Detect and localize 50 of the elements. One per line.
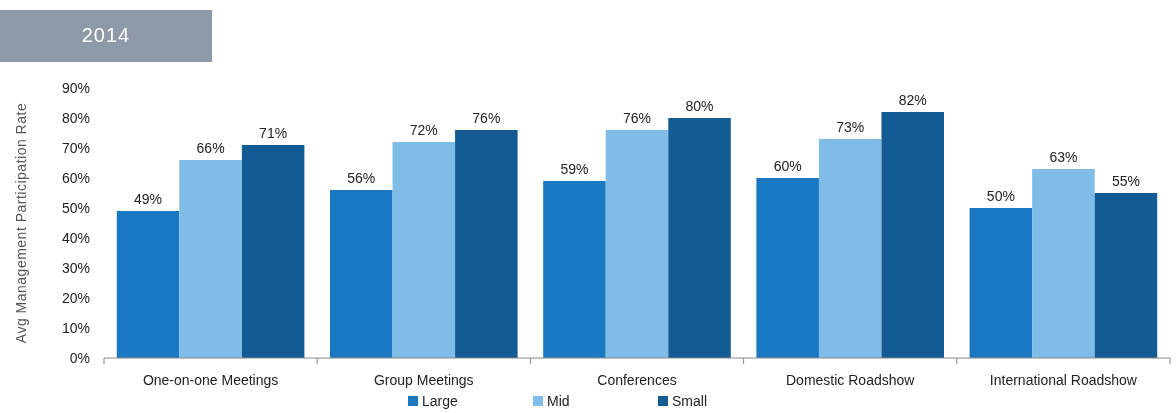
chart-title: 2014 [81,24,131,46]
x-tick-label: One-on-one Meetings [142,372,279,388]
y-axis-title: Avg Management Participation Rate [13,102,29,344]
data-label: 71% [259,125,288,141]
y-tick-label: 50% [61,199,90,216]
data-label: 76% [622,110,652,126]
data-label: 50% [986,188,1015,204]
bar [969,208,1033,358]
y-tick-label: 60% [61,169,90,186]
bar [455,130,518,358]
data-label: 49% [134,191,163,207]
y-tick-label: 0% [69,349,90,366]
bar [1094,193,1158,358]
x-tick-label: Group Meetings [374,372,474,388]
x-tick-label: Domestic Roadshow [786,372,916,388]
y-tick-label: 30% [61,259,90,276]
bar [605,130,669,358]
y-tick-label: 70% [61,139,90,156]
data-label: 73% [836,119,865,135]
bar [818,139,882,358]
y-tick-label: 80% [61,109,90,126]
bar [392,142,456,358]
data-label: 66% [196,140,225,156]
y-tick-label: 20% [61,289,90,306]
legend-label: Large [422,393,459,409]
data-label: 55% [1111,173,1140,189]
bar [329,190,393,358]
legend-label: Small [672,393,708,409]
bar [179,160,242,358]
data-label: 80% [685,98,714,114]
bar [1032,169,1095,358]
x-tick-label: International Roadshow [989,372,1138,388]
legend-label: Mid [547,393,570,409]
bar [881,112,945,358]
y-tick-label: 10% [61,319,90,336]
data-label: 82% [898,92,927,108]
y-tick-label: 90% [61,79,90,96]
bar [543,181,606,358]
x-tick-label: Conferences [597,372,677,388]
y-tick-label: 40% [61,229,90,246]
bar [756,178,819,358]
data-label: 60% [773,158,802,174]
data-label: 63% [1049,149,1078,165]
bar [668,118,731,358]
data-label: 59% [560,161,589,177]
bar [116,211,180,358]
data-label: 72% [409,122,438,138]
data-label: 56% [347,170,376,186]
bar [241,145,305,358]
data-label: 76% [472,110,501,126]
